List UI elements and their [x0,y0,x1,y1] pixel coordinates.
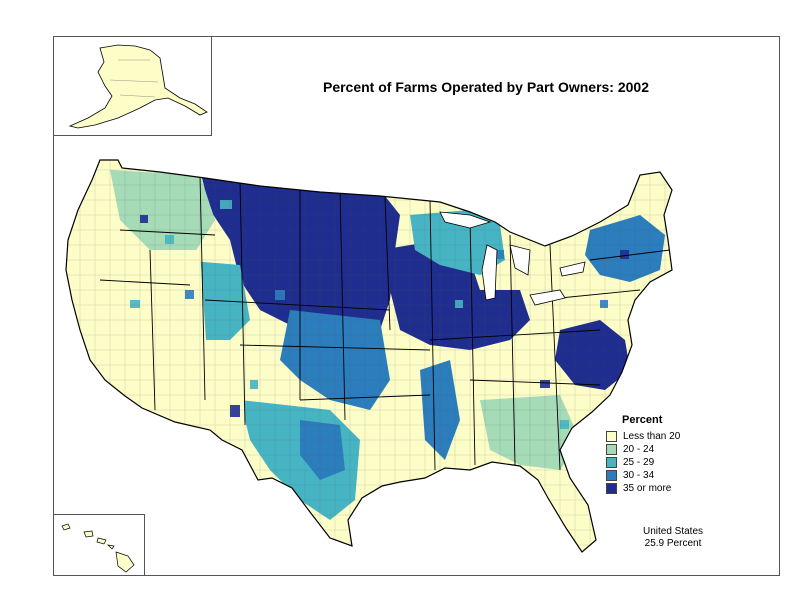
alaska-map [68,44,208,129]
legend-swatch [606,483,617,494]
legend-item: Less than 20 [606,430,726,443]
summary-line-value: 25.9 Percent [644,538,702,549]
legend: Percent Less than 20 20 - 24 25 - 29 30 … [606,414,726,495]
summary-line-country: United States [642,526,704,537]
region-texas-central [300,420,345,480]
legend-item: 20 - 24 [606,443,726,456]
legend-title: Percent [622,414,663,426]
region-mid-atlantic [555,320,630,390]
legend-label: 35 or more [623,483,672,494]
legend-item: 25 - 29 [606,456,726,469]
legend-label: 20 - 24 [623,444,655,455]
legend-label: 25 - 29 [623,457,655,468]
legend-swatch [606,457,617,468]
legend-item: 35 or more [606,482,726,495]
us-outline [65,159,673,553]
legend-swatch [606,431,617,442]
region-southwest [150,340,245,430]
great-lakes [439,211,586,306]
legend-item: 30 - 34 [606,469,726,482]
map-title: Percent of Farms Operated by Part Owners… [322,79,649,95]
legend-label: Less than 20 [623,431,681,442]
alaska-inset-frame [53,36,212,136]
legend-swatch [606,470,617,481]
hawaii-inset-frame [53,514,145,576]
national-summary: United States 25.9 Percent [628,526,718,550]
legend-swatch [606,444,617,455]
state-borders [99,174,671,471]
hawaii-map [61,523,135,573]
legend-label: 30 - 34 [623,470,655,481]
region-great-lakes [410,210,505,275]
